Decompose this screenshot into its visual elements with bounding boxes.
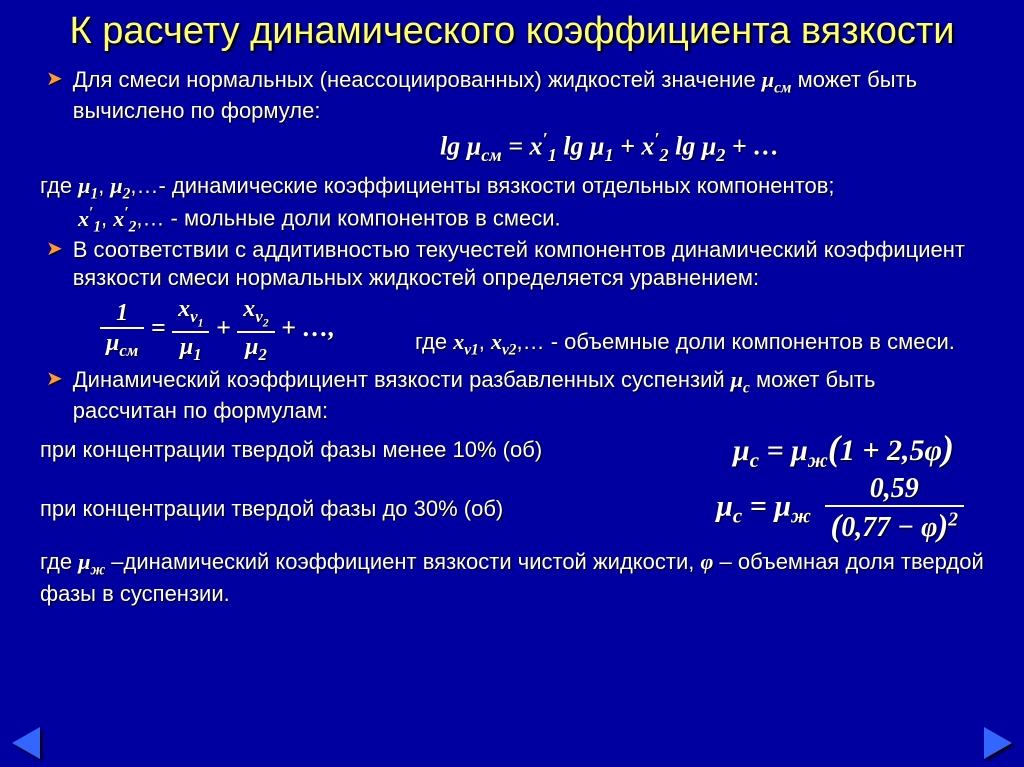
suspension-formula-1: μс = μж(1 + 2,5φ) <box>733 427 984 473</box>
suspension-row-2: при концентрации твердой фазы до 30% (об… <box>40 475 984 542</box>
bullet-2: ➤ В соответствии с аддитивностью текучес… <box>40 236 984 291</box>
bullet-1-text: Для смеси нормальных (неассоциированных)… <box>73 66 984 125</box>
bullet-3: ➤ Динамический коэффициент вязкости разб… <box>40 366 984 425</box>
formula-log-mixture: lg μсм = x′1 lg μ1 + x′2 lg μ2 + … <box>40 129 984 166</box>
where-line-1: где μ1, μ2,…- динамические коэффициенты … <box>40 172 984 204</box>
prev-slide-icon[interactable] <box>12 727 40 759</box>
condition-1: при концентрации твердой фазы менее 10% … <box>40 436 542 464</box>
slide-title: К расчету динамического коэффициента вяз… <box>40 10 984 54</box>
chevron-icon: ➤ <box>46 66 63 92</box>
where-line-2: x′1, x′2,… - мольные доли компонентов в … <box>40 203 984 236</box>
condition-2: при концентрации твердой фазы до 30% (об… <box>40 495 503 523</box>
chevron-icon: ➤ <box>46 236 63 262</box>
formula-fractions: 1μсм = xv1μ1 + xv2μ2 + …, <box>100 297 335 364</box>
suspension-formula-2: μс = μж 0,59 (0,77 − φ)2 <box>716 475 984 542</box>
chevron-icon: ➤ <box>46 366 63 392</box>
final-where: где μж –динамический коэффициент вязкост… <box>40 548 984 607</box>
where-line-3: где xv1, xv2,… - объемные доли компонент… <box>415 328 955 364</box>
next-slide-icon[interactable] <box>984 727 1012 759</box>
bullet-2-text: В соответствии с аддитивностью текучесте… <box>73 236 984 291</box>
bullet-1: ➤ Для смеси нормальных (неассоциированны… <box>40 66 984 125</box>
suspension-row-1: при концентрации твердой фазы менее 10% … <box>40 427 984 473</box>
formula-additivity: 1μсм = xv1μ1 + xv2μ2 + …, где xv1, xv2,…… <box>40 297 984 364</box>
bullet-3-text: Динамический коэффициент вязкости разбав… <box>73 366 984 425</box>
